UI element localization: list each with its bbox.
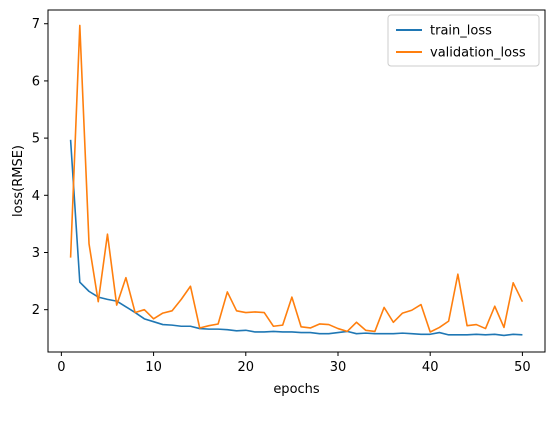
y-tick-label: 3 [32,246,40,261]
series-line-train-loss [69,139,523,337]
y-tick-label: 4 [32,189,40,204]
x-tick-label: 0 [57,360,65,375]
y-tick-label: 6 [32,74,40,89]
y-tick-label: 7 [32,17,40,32]
legend-box [387,14,540,67]
series-line-validation-loss [69,24,524,333]
plot-area [69,24,524,337]
legend-label-train-loss: train_loss [430,24,492,39]
x-tick-label: 20 [238,360,255,375]
y-axis-label: loss(RMSE) [11,145,26,217]
x-tick-label: 40 [422,360,439,375]
x-tick-label: 30 [330,360,347,375]
y-tick-label: 2 [32,303,40,318]
legend-label-validation-loss: validation_loss [430,46,526,61]
axis-ticks: 0 10 20 30 40 50 2 3 4 5 6 7 [32,17,531,375]
plot-frame [47,9,546,353]
x-tick-label: 50 [514,360,531,375]
x-tick-label: 10 [145,360,162,375]
y-tick-label: 5 [32,132,40,147]
x-axis-label: epochs [273,382,320,397]
legend: train_loss validation_loss [387,14,540,67]
